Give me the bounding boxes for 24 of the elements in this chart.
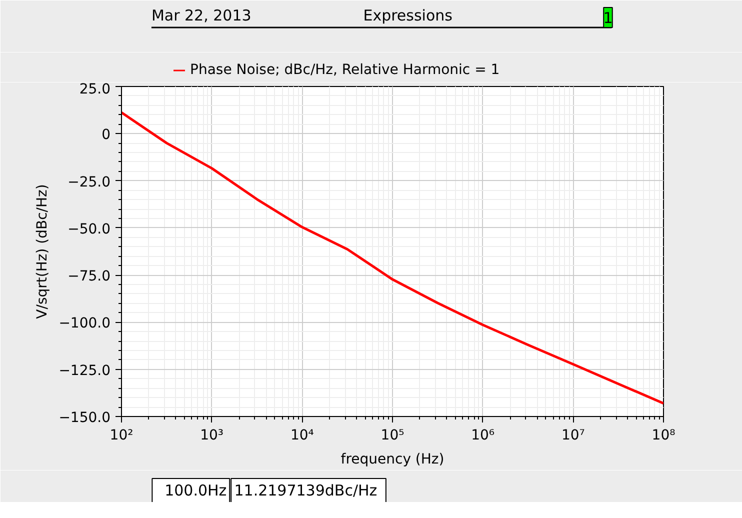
y-tick-label: 25.0 <box>79 82 110 98</box>
text: 11.2197139dBc/Hz <box>234 482 378 500</box>
x-tick-label: 10⁴ <box>290 428 314 444</box>
y-tick-label: −25.0 <box>68 174 111 190</box>
y-tick-label: −50.0 <box>68 221 111 238</box>
y-axis-title: V/sqrt(Hz) (dBc/Hz) <box>34 184 51 319</box>
x-tick-label: 10⁷ <box>561 428 585 444</box>
text: Mar 22, 2013 <box>151 6 252 24</box>
line-series <box>122 111 664 405</box>
y-tick-label: −75.0 <box>68 268 111 285</box>
y-tick-label: −125.0 <box>58 362 111 379</box>
x-tick-label: 10⁸ <box>652 428 676 444</box>
y-tick-label: −100.0 <box>58 316 111 332</box>
text: 100.0Hz <box>164 482 227 500</box>
x-axis-title: frequency (Hz) <box>340 452 444 468</box>
x-tick-label: 10² <box>110 428 134 444</box>
text: 1 <box>603 9 613 27</box>
x-tick-label: 10³ <box>200 428 224 444</box>
legend-label: Phase Noise; dBc/Hz, Relative Harmonic = 1 <box>190 62 500 78</box>
y-tick-label: 0 <box>102 127 111 144</box>
y-tick-label: −150.0 <box>58 410 111 426</box>
x-tick-label: 10⁶ <box>471 428 495 444</box>
chart-title: Expressions <box>363 6 453 24</box>
x-tick-label: 10⁵ <box>380 428 404 444</box>
